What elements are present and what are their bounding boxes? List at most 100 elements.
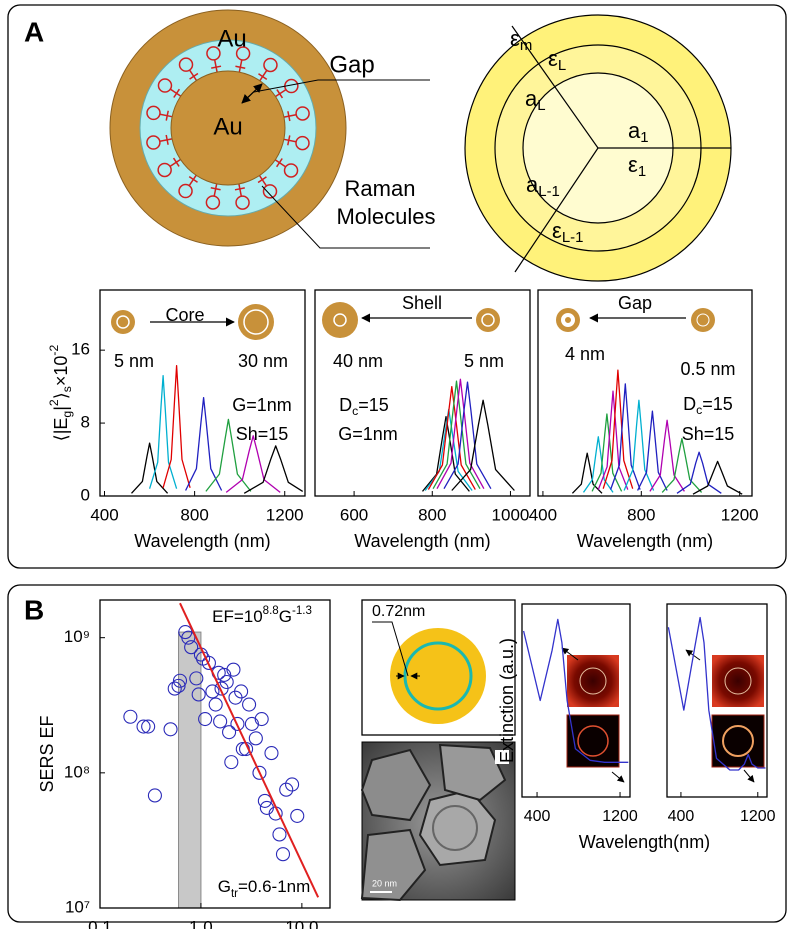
point [163, 722, 178, 737]
point [254, 712, 269, 727]
molecule-stem [258, 175, 268, 187]
molecule-bar [165, 134, 169, 145]
text-part: ε [510, 26, 520, 51]
molecule-bar [189, 72, 199, 80]
molecule-stem [283, 113, 297, 118]
annotation: Gtr=0.6-1nm [218, 877, 311, 900]
label: Molecules [336, 204, 435, 229]
x-axis-label: Wavelength(nm) [579, 832, 710, 852]
text-part: c [352, 404, 358, 418]
text-part: m [520, 37, 532, 54]
core-shell-diagram [109, 9, 430, 249]
text-part: ε [548, 46, 558, 71]
point [230, 716, 245, 731]
text-part: a [525, 86, 538, 111]
plot-frame [666, 603, 768, 798]
point [191, 687, 206, 702]
text-part: =15 [358, 395, 389, 415]
point [141, 719, 156, 734]
molecule-bar [210, 187, 221, 191]
annotation: Gap [618, 293, 652, 313]
y-tick-label: 10⁸ [64, 762, 90, 781]
plot-frame [314, 289, 531, 497]
x-tick-label: 1200 [602, 808, 638, 825]
molecule-stem [188, 69, 198, 81]
y-tick-label: 0 [81, 485, 90, 504]
molecule-bar [235, 65, 246, 69]
x-tick-label: 400 [90, 505, 118, 524]
text-part: ⟨|E [51, 418, 71, 442]
x-tick-label: 800 [627, 505, 655, 524]
annotation: G=1nm [338, 424, 398, 444]
tem-image [360, 741, 516, 902]
molecule [146, 105, 161, 121]
series-line [582, 436, 614, 493]
point [257, 793, 272, 808]
text-part: 1 [640, 129, 648, 146]
molecule-bar [257, 176, 267, 184]
panel-b-frame [7, 584, 787, 923]
icon-ring [243, 309, 269, 335]
molecule-bar [287, 111, 291, 122]
molecule-stem [259, 69, 268, 82]
point [208, 697, 223, 712]
text-part: D [683, 394, 696, 414]
text-part: L [537, 97, 545, 114]
point [264, 746, 279, 761]
panel-label: A [24, 16, 44, 47]
molecule [295, 106, 310, 121]
text-part: 1 [638, 163, 646, 180]
point [171, 678, 186, 693]
molecule [157, 162, 172, 178]
series-line [692, 460, 743, 495]
molecule-bar [258, 73, 268, 80]
series-line [649, 419, 685, 492]
annotation: 4 nm [565, 344, 605, 364]
x-tick-label: 1200 [740, 808, 776, 825]
label: Raman [345, 176, 416, 201]
label: εL [548, 46, 566, 74]
plot-frame [99, 599, 331, 909]
molecule-bar [276, 89, 284, 99]
text-part: ⟩ [51, 392, 71, 399]
point [201, 655, 216, 671]
text-part: D [339, 395, 352, 415]
x-tick-label: 1000 [492, 505, 530, 524]
molecule [295, 135, 310, 151]
molecule-stem [169, 88, 182, 97]
icon [556, 308, 580, 332]
label: aL-1 [526, 172, 560, 200]
molecule-bar [172, 157, 180, 167]
molecule-stem [275, 88, 287, 98]
point [184, 640, 199, 655]
x-tick-label: 400 [524, 808, 551, 825]
label: 0.72nm [372, 603, 425, 620]
molecule-stem [238, 183, 243, 197]
label: Au [217, 25, 246, 52]
molecule [206, 46, 221, 61]
text-part: tr [231, 888, 238, 900]
molecule-stem [213, 59, 218, 73]
text-part: a [628, 118, 641, 143]
text-part: L [558, 57, 566, 74]
annotation: Shell [402, 293, 442, 313]
molecule [146, 135, 161, 150]
series-line [602, 369, 634, 489]
point [272, 827, 287, 842]
annotation: EF=108.8G-1.3 [212, 605, 312, 626]
y-tick-label: 10⁷ [65, 897, 90, 916]
molecule-stem [159, 113, 173, 118]
point [198, 712, 213, 727]
molecule-bar [165, 110, 169, 121]
series-line [432, 380, 481, 490]
text-part: ×10 [51, 356, 71, 387]
plot-frame [99, 289, 306, 497]
x-tick-label: 1200 [266, 505, 304, 524]
series-line [609, 383, 641, 490]
point [244, 716, 259, 731]
text-part: a [526, 172, 539, 197]
fit-line [179, 602, 320, 898]
molecule-stem [238, 59, 243, 73]
molecule [157, 78, 173, 93]
